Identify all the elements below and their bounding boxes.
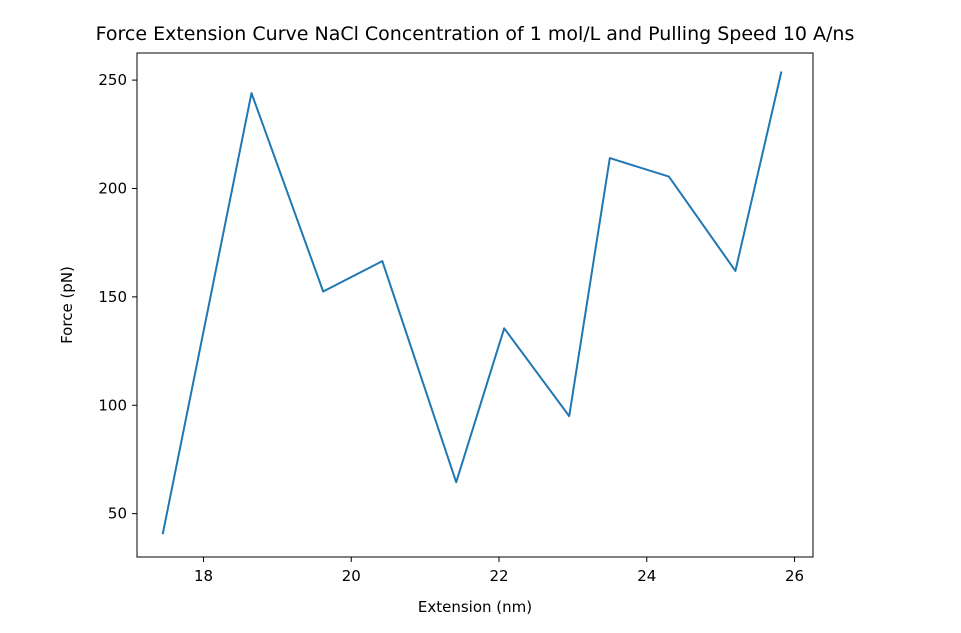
y-tick-label: 100 — [98, 396, 127, 414]
x-tick-label: 18 — [194, 567, 213, 585]
plot-area — [161, 71, 783, 535]
axes-frame — [136, 52, 814, 558]
x-tick-label: 24 — [637, 567, 656, 585]
y-tick-label: 50 — [108, 505, 127, 523]
chart-title: Force Extension Curve NaCl Concentration… — [96, 23, 855, 45]
axis-ticks: 18 20 22 24 26 50 100 150 200 250 — [98, 71, 804, 585]
x-tick-label: 22 — [489, 567, 508, 585]
y-tick-label: 150 — [98, 288, 127, 306]
x-axis-label: Extension (nm) — [418, 598, 532, 616]
y-tick-label: 200 — [98, 179, 127, 197]
x-tick-label: 26 — [785, 567, 804, 585]
y-tick-label: 250 — [98, 71, 127, 89]
x-tick-label: 20 — [342, 567, 361, 585]
series-line — [161, 71, 783, 535]
y-axis-label: Force (pN) — [58, 266, 76, 344]
